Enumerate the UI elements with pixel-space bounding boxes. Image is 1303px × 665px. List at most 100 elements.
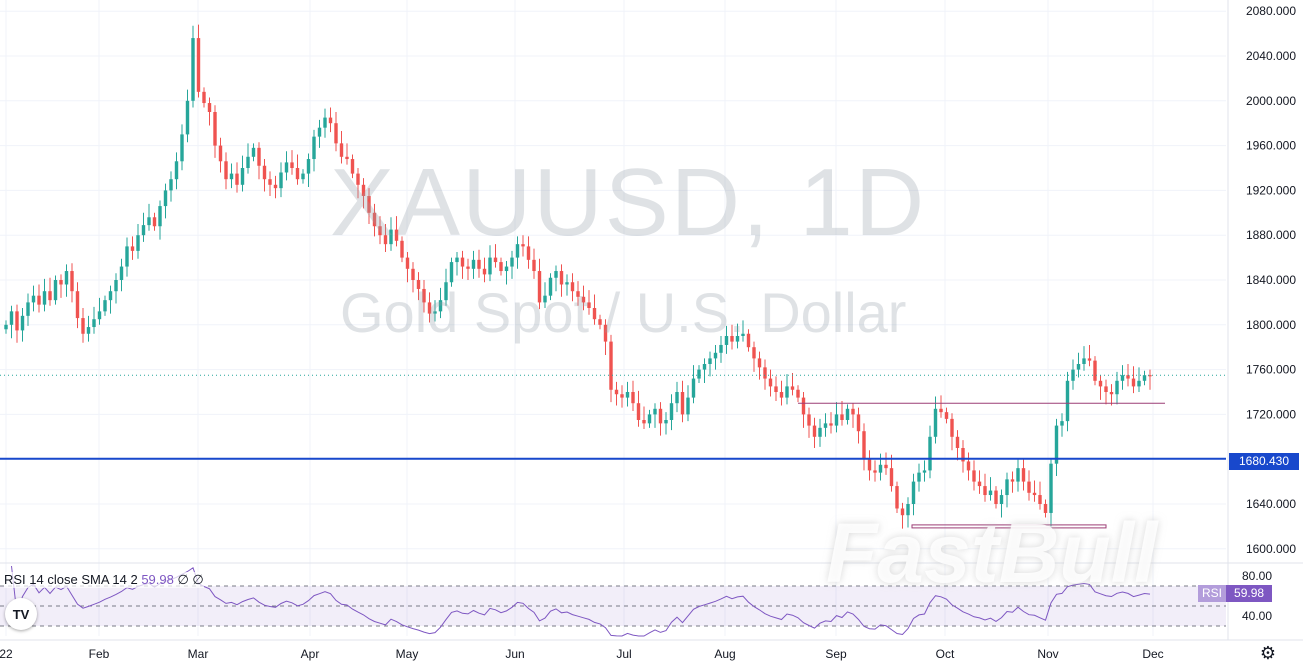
candle-body: [48, 291, 52, 301]
candle-body: [207, 103, 212, 112]
candle-body: [317, 127, 322, 137]
candle-body: [834, 414, 839, 426]
candle-body: [587, 302, 591, 308]
candle-body: [1098, 380, 1103, 387]
candle-body: [664, 420, 668, 424]
candle-body: [1087, 358, 1092, 361]
candle-body: [565, 282, 569, 285]
rsi-legend[interactable]: RSI 14 close SMA 14 2 59.98 ∅ ∅: [4, 572, 204, 588]
candle-body: [999, 495, 1004, 504]
candle-body: [301, 173, 305, 180]
rsi-value-badge: RSI 59.98: [1198, 585, 1273, 602]
candle-body: [59, 280, 63, 285]
candle-body: [581, 296, 586, 303]
candle-body: [994, 490, 998, 504]
candle-body: [757, 358, 762, 368]
gear-icon[interactable]: ⚙: [1259, 643, 1277, 663]
x-tick-label: Jun: [505, 647, 524, 661]
candle-body: [592, 308, 597, 320]
candle-body: [631, 392, 635, 404]
candle-body: [433, 311, 437, 314]
candle-body: [669, 403, 674, 420]
candle-body: [526, 246, 531, 260]
candle-body: [328, 117, 333, 124]
candle-body: [411, 268, 415, 280]
candle-body: [515, 244, 520, 258]
candle-body: [119, 266, 124, 280]
candle-body: [658, 408, 663, 424]
candle-body: [554, 271, 558, 278]
tradingview-logo-icon[interactable]: TV: [5, 598, 37, 630]
candle-body: [796, 389, 800, 398]
candle-body: [92, 319, 96, 328]
candle-body: [537, 271, 542, 303]
brand-watermark: FastBull: [826, 506, 1158, 600]
candle-body: [961, 448, 965, 462]
candle-body: [312, 136, 316, 160]
candle-body: [191, 38, 195, 101]
candle-body: [81, 318, 85, 334]
candle-body: [394, 229, 399, 241]
candle-body: [455, 257, 459, 263]
candle-body: [26, 302, 30, 316]
candle-body: [1082, 358, 1086, 364]
candle-body: [928, 436, 932, 471]
candle-body: [444, 282, 448, 301]
candle-body: [290, 162, 294, 168]
candle-body: [543, 295, 547, 303]
candle-body: [345, 156, 349, 160]
candle-body: [719, 344, 723, 353]
candle-body: [1054, 425, 1059, 464]
candle-body: [1137, 380, 1141, 387]
candle-body: [438, 300, 443, 312]
candle-body: [86, 327, 91, 334]
candle-body: [840, 414, 844, 420]
x-tick-label: Aug: [714, 647, 735, 661]
candle-body: [576, 291, 580, 297]
candle-body: [284, 162, 289, 173]
candle-body: [103, 300, 107, 312]
candle-body: [504, 266, 509, 272]
candle-body: [372, 212, 377, 227]
candle-body: [642, 420, 646, 424]
candle-body: [851, 408, 855, 415]
y-tick-label: 1800.000: [1246, 318, 1296, 332]
x-tick-label: May: [396, 647, 419, 661]
candle-body: [1060, 421, 1064, 426]
candle-body: [20, 315, 25, 331]
symbol-watermark: XAUUSD, 1D: [330, 149, 927, 256]
candle-body: [735, 336, 740, 342]
candle-body: [697, 369, 701, 379]
candle-body: [350, 159, 355, 174]
candle-body: [185, 100, 190, 135]
candle-body: [53, 280, 58, 301]
candle-body: [268, 179, 272, 185]
candle-body: [136, 235, 140, 251]
rsi-legend-value: 59.98: [141, 572, 174, 587]
y-tick-label: 1840.000: [1246, 273, 1296, 287]
candle-body: [1010, 479, 1015, 482]
candle-body: [273, 184, 278, 189]
candle-body: [922, 470, 927, 473]
candle-body: [983, 486, 987, 496]
candle-body: [334, 123, 338, 144]
candle-body: [416, 280, 421, 289]
candle-body: [1049, 463, 1053, 513]
candle-body: [955, 436, 960, 448]
candle-body: [130, 246, 135, 251]
candle-body: [812, 425, 817, 437]
candle-body: [4, 324, 8, 330]
candle-body: [933, 408, 938, 437]
candle-body: [1016, 468, 1020, 482]
candle-body: [1027, 481, 1031, 493]
candle-body: [213, 112, 217, 146]
candle-body: [532, 259, 536, 272]
candle-body: [180, 134, 184, 162]
candle-body: [862, 431, 866, 460]
candle-body: [713, 352, 718, 359]
candle-body: [356, 173, 360, 185]
candle-body: [845, 408, 850, 420]
candle-body: [1005, 479, 1009, 496]
candle-body: [1142, 375, 1147, 381]
